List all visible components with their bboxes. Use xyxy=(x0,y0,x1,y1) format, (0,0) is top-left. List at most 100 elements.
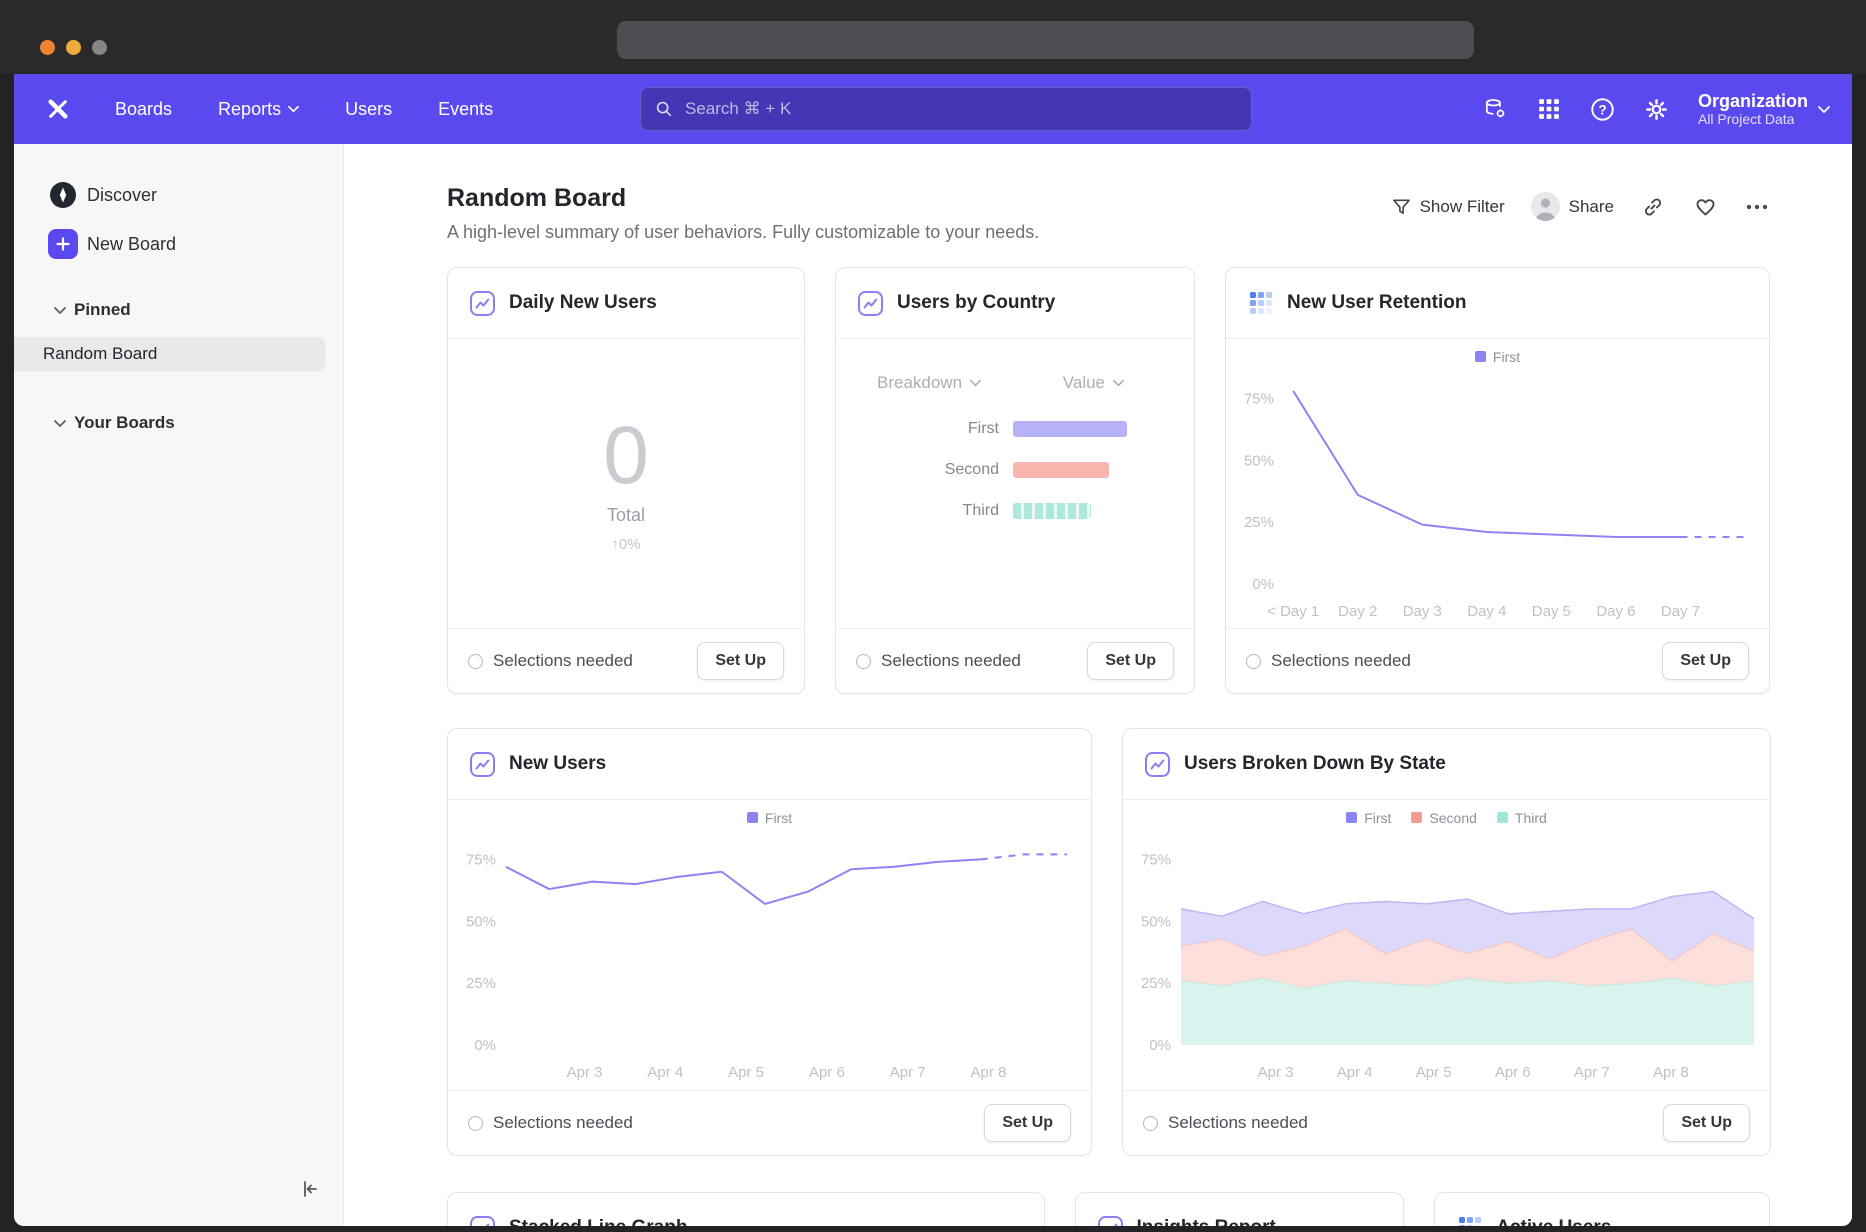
share-button[interactable]: Share xyxy=(1531,192,1614,221)
big-number-display: 0 Total ↑0% xyxy=(448,339,804,628)
show-filter-button[interactable]: Show Filter xyxy=(1392,197,1505,217)
primary-nav: Boards Reports Users Events xyxy=(115,99,493,120)
svg-text:50%: 50% xyxy=(466,913,496,930)
page-subtitle: A high-level summary of user behaviors. … xyxy=(447,222,1770,243)
avatar xyxy=(1531,192,1560,221)
selections-needed-status: Selections needed xyxy=(1168,1113,1308,1133)
svg-text:50%: 50% xyxy=(1244,452,1274,469)
sidebar: Discover New Board Pinned Random Board xyxy=(14,144,344,1226)
dropdown-label: Value xyxy=(1063,373,1105,393)
line-chart-icon xyxy=(857,290,884,317)
set-up-button[interactable]: Set Up xyxy=(984,1104,1071,1142)
svg-text:Day 6: Day 6 xyxy=(1596,603,1635,620)
data-management-icon[interactable] xyxy=(1482,96,1508,122)
chart-legend: First xyxy=(448,800,1091,835)
nav-label: Users xyxy=(345,99,392,120)
sidebar-item-label: New Board xyxy=(87,234,176,255)
svg-text:Apr 7: Apr 7 xyxy=(890,1064,926,1081)
card-new-users: New Users First 75%50%25%0%Apr 3Apr 4Apr… xyxy=(447,728,1092,1156)
heart-icon[interactable] xyxy=(1692,194,1718,220)
svg-text:< Day 1: < Day 1 xyxy=(1267,603,1319,620)
window-zoom-button[interactable] xyxy=(92,40,107,55)
svg-text:Apr 5: Apr 5 xyxy=(728,1064,764,1081)
more-options-icon[interactable] xyxy=(1744,194,1770,220)
svg-text:Day 5: Day 5 xyxy=(1532,603,1571,620)
url-bar[interactable] xyxy=(617,21,1474,59)
sidebar-item-discover[interactable]: Discover xyxy=(48,180,157,210)
svg-text:0%: 0% xyxy=(1252,576,1274,593)
card-title: New User Retention xyxy=(1287,292,1466,314)
value-dropdown[interactable]: Value xyxy=(1063,373,1124,393)
apps-grid-icon[interactable] xyxy=(1536,96,1562,122)
org-project-selector[interactable]: Organization All Project Data xyxy=(1698,91,1830,128)
svg-text:0%: 0% xyxy=(1149,1037,1171,1054)
set-up-button[interactable]: Set Up xyxy=(1662,642,1749,680)
discover-compass-icon xyxy=(48,180,78,210)
svg-text:0%: 0% xyxy=(474,1037,496,1054)
bar-label: Third xyxy=(836,502,999,520)
svg-text:Apr 6: Apr 6 xyxy=(1495,1064,1531,1081)
nav-item-boards[interactable]: Boards xyxy=(115,99,172,120)
set-up-button[interactable]: Set Up xyxy=(697,642,784,680)
search-input[interactable] xyxy=(683,98,1237,120)
svg-text:?: ? xyxy=(1599,102,1607,117)
sidebar-item-random-board[interactable]: Random Board xyxy=(14,337,325,371)
svg-text:Apr 8: Apr 8 xyxy=(1653,1064,1689,1081)
metric-label: Total xyxy=(607,505,645,526)
breakdown-dropdown[interactable]: Breakdown xyxy=(877,373,981,393)
nav-item-users[interactable]: Users xyxy=(345,99,392,120)
nav-label: Reports xyxy=(218,99,281,120)
new-users-line-chart: 75%50%25%0%Apr 3Apr 4Apr 5Apr 6Apr 7Apr … xyxy=(448,835,1091,1093)
mixpanel-logo-icon[interactable] xyxy=(41,92,75,126)
org-scope: All Project Data xyxy=(1698,111,1808,127)
sidebar-section-label: Pinned xyxy=(74,300,131,320)
svg-text:Apr 3: Apr 3 xyxy=(567,1064,603,1081)
main-area: Random Board A high-level summary of use… xyxy=(344,144,1852,1226)
set-up-button[interactable]: Set Up xyxy=(1087,642,1174,680)
chevron-down-icon xyxy=(1113,379,1124,387)
settings-gear-icon[interactable] xyxy=(1644,96,1670,122)
card-users-by-state: Users Broken Down By State FirstSecondTh… xyxy=(1122,728,1771,1156)
sidebar-collapse-button[interactable] xyxy=(299,1178,321,1200)
svg-text:Day 2: Day 2 xyxy=(1338,603,1377,620)
help-icon[interactable]: ? xyxy=(1590,96,1616,122)
search-icon xyxy=(655,100,673,118)
sidebar-item-label: Random Board xyxy=(43,344,157,364)
svg-text:Apr 5: Apr 5 xyxy=(1416,1064,1452,1081)
nav-label: Boards xyxy=(115,99,172,120)
legend-swatch xyxy=(1475,351,1486,362)
bar-row: Third xyxy=(836,501,1194,520)
grid-chart-icon xyxy=(1456,1215,1483,1227)
bar xyxy=(1013,421,1127,437)
board-actions: Show Filter Share xyxy=(1392,192,1770,221)
sidebar-section-pinned[interactable]: Pinned xyxy=(54,300,131,320)
legend-swatch xyxy=(1411,812,1422,823)
window-close-button[interactable] xyxy=(40,40,55,55)
sidebar-item-new-board[interactable]: New Board xyxy=(48,229,176,259)
legend-label: Second xyxy=(1429,810,1476,826)
line-chart-icon xyxy=(469,751,496,778)
plus-icon xyxy=(48,229,78,259)
global-search[interactable] xyxy=(640,87,1252,131)
retention-grid-icon xyxy=(1247,290,1274,317)
window-minimize-button[interactable] xyxy=(66,40,81,55)
bar-label: Second xyxy=(836,461,999,479)
svg-text:25%: 25% xyxy=(1141,975,1171,992)
card-title: Users by Country xyxy=(897,292,1055,314)
sidebar-section-your-boards[interactable]: Your Boards xyxy=(54,413,175,433)
window-titlebar xyxy=(0,0,1866,74)
app-window: Boards Reports Users Events xyxy=(0,0,1866,1232)
line-chart-icon xyxy=(469,1215,496,1227)
sidebar-item-label: Discover xyxy=(87,185,157,206)
link-icon[interactable] xyxy=(1640,194,1666,220)
set-up-button[interactable]: Set Up xyxy=(1663,1104,1750,1142)
chevron-down-icon xyxy=(1818,105,1830,114)
nav-item-events[interactable]: Events xyxy=(438,99,493,120)
chevron-down-icon xyxy=(54,419,66,428)
card-title: Daily New Users xyxy=(509,292,657,314)
status-circle-icon xyxy=(1246,654,1261,669)
sidebar-section-label: Your Boards xyxy=(74,413,175,433)
nav-item-reports[interactable]: Reports xyxy=(218,99,299,120)
svg-text:75%: 75% xyxy=(1244,390,1274,407)
card-title: New Users xyxy=(509,753,606,775)
